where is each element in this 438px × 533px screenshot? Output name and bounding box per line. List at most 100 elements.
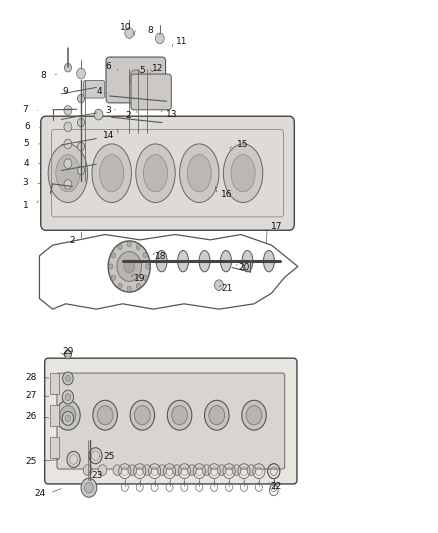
Ellipse shape [56,155,80,192]
Ellipse shape [199,251,210,272]
Ellipse shape [180,144,219,203]
Text: 27: 27 [26,391,37,400]
Text: 4: 4 [97,87,102,96]
Ellipse shape [178,251,188,272]
Circle shape [173,465,181,475]
Ellipse shape [223,144,263,203]
Text: 10: 10 [120,23,132,32]
Circle shape [167,400,192,430]
Text: 6: 6 [106,62,112,71]
Text: 29: 29 [62,348,74,356]
FancyBboxPatch shape [131,74,171,110]
Circle shape [94,109,103,120]
Circle shape [56,400,80,430]
Text: 17: 17 [271,222,283,231]
Bar [50,405,59,426]
Circle shape [98,465,107,475]
Circle shape [130,70,142,85]
Circle shape [127,241,131,247]
Text: 23: 23 [92,471,103,480]
Text: 18: 18 [155,253,167,261]
Text: 2: 2 [70,237,75,245]
Text: 8: 8 [147,27,153,35]
Bar [50,437,59,458]
Circle shape [111,275,116,280]
FancyBboxPatch shape [57,373,285,469]
Circle shape [62,411,74,425]
Circle shape [246,406,262,425]
Circle shape [172,406,187,425]
Circle shape [130,400,155,430]
Ellipse shape [221,251,231,272]
Ellipse shape [187,155,211,192]
Circle shape [81,478,97,497]
Text: 1: 1 [23,201,29,209]
Text: 9: 9 [62,87,68,96]
Circle shape [217,465,226,475]
Circle shape [64,180,72,189]
Circle shape [64,350,71,359]
Text: 13: 13 [166,110,177,119]
Circle shape [136,245,141,250]
Circle shape [117,252,141,281]
Bar [50,373,59,394]
Text: 16: 16 [221,190,233,199]
Ellipse shape [143,155,167,192]
Circle shape [93,400,117,430]
Ellipse shape [263,251,274,272]
Ellipse shape [156,251,167,272]
Circle shape [202,465,211,475]
Text: 24: 24 [35,489,46,497]
Text: 2: 2 [125,111,131,119]
Circle shape [65,415,71,422]
Circle shape [64,106,72,115]
Circle shape [205,400,229,430]
Ellipse shape [135,251,145,272]
Circle shape [77,68,85,79]
Circle shape [143,465,152,475]
Text: 3: 3 [106,106,112,115]
Text: 19: 19 [134,274,145,283]
Circle shape [128,465,137,475]
Text: 8: 8 [40,71,46,80]
Circle shape [78,166,85,175]
Circle shape [242,400,266,430]
Text: 12: 12 [152,64,163,72]
FancyBboxPatch shape [84,80,105,98]
Text: 21: 21 [221,285,233,293]
Circle shape [125,28,134,38]
FancyBboxPatch shape [45,358,297,484]
Circle shape [83,465,92,475]
Text: 25: 25 [104,453,115,461]
Circle shape [108,241,150,292]
Ellipse shape [48,144,88,203]
Text: 26: 26 [26,413,37,421]
Ellipse shape [92,144,131,203]
Text: 20: 20 [239,263,250,272]
Ellipse shape [99,155,124,192]
Text: 7: 7 [22,105,28,114]
Circle shape [136,283,141,288]
Circle shape [63,372,73,385]
Circle shape [143,253,147,258]
Circle shape [64,159,72,168]
Circle shape [113,465,122,475]
Ellipse shape [231,155,255,192]
Circle shape [215,280,223,290]
Text: 4: 4 [24,159,29,168]
Text: 11: 11 [176,37,187,46]
FancyBboxPatch shape [106,57,166,103]
Circle shape [143,275,147,280]
Text: 3: 3 [22,179,28,187]
Circle shape [158,465,166,475]
Circle shape [65,375,71,382]
Text: 28: 28 [26,373,37,382]
Circle shape [209,406,225,425]
Circle shape [124,260,134,273]
Text: 25: 25 [26,457,37,465]
Circle shape [64,139,72,149]
Circle shape [109,264,113,269]
Ellipse shape [136,144,175,203]
Text: 14: 14 [103,132,114,140]
Circle shape [78,118,85,127]
